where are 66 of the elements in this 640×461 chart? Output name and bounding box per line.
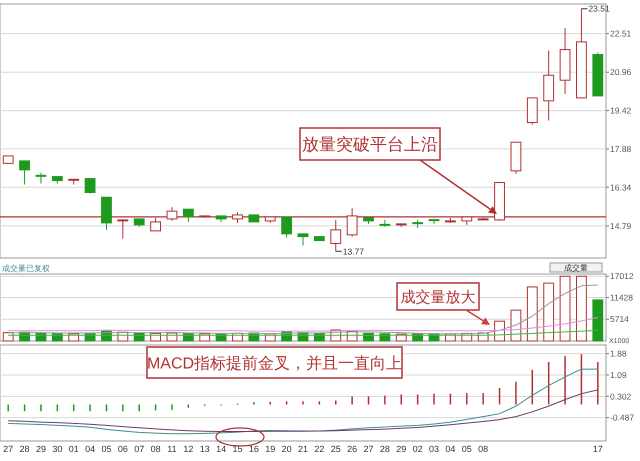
line-series — [8, 284, 598, 334]
candlestick — [182, 208, 194, 222]
y-tick-label: -0.487 — [610, 412, 634, 423]
bar — [560, 276, 570, 342]
bar — [526, 286, 538, 342]
x-tick-label: 30 — [52, 444, 62, 454]
x-tick-label: 06 — [118, 444, 128, 454]
x-tick-label: 13 — [200, 444, 210, 454]
x-tick-label: 27 — [364, 444, 374, 454]
y-tick-label: 0.302 — [610, 391, 632, 402]
x-tick-label: 26 — [347, 444, 358, 454]
x-tick-label: 25 — [330, 444, 341, 454]
annotation: 成交量放大 — [400, 288, 476, 306]
y-tick-label: 16.34 — [610, 182, 632, 192]
x-tick-label: 05 — [101, 444, 112, 454]
candlestick — [117, 219, 128, 240]
candlestick — [84, 178, 96, 194]
x-tick-label: 17 — [592, 444, 603, 454]
x-tick-label: 12 — [183, 444, 194, 454]
x-tick-label: 22 — [314, 444, 324, 454]
text: 成交量 — [564, 264, 588, 272]
x-tick-label: 29 — [36, 444, 46, 454]
x-tick-label: 04 — [85, 444, 96, 454]
chart-title: 成交量已复权 — [2, 264, 50, 273]
y-tick-label: 19.42 — [610, 106, 632, 116]
x-tick-label: 19 — [265, 444, 276, 454]
annotation: MACD指标提前金叉，并且一直向上 — [146, 354, 402, 372]
line-series — [8, 389, 598, 432]
x-tick-label: 03 — [429, 444, 440, 454]
y-tick-label: 17012 — [610, 271, 634, 282]
y-tick-label: 5714 — [610, 314, 630, 324]
y-tick-label: 22.51 — [610, 28, 632, 39]
bar — [576, 276, 587, 342]
x-tick-label: 21 — [298, 444, 308, 454]
bar — [543, 282, 554, 342]
x-tick-label: 05 — [462, 444, 472, 454]
y-tick-label: 1.09 — [610, 370, 627, 380]
candlestick — [36, 172, 46, 184]
y-tick-label: 14.79 — [610, 220, 632, 231]
y-tick-label: 17.88 — [610, 144, 632, 154]
x-tick-label: 28 — [20, 444, 30, 454]
y-tick-label: 1.88 — [610, 348, 627, 359]
annotation: 23.51 — [588, 4, 610, 14]
x-tick-label: 20 — [282, 444, 292, 454]
candlestick — [298, 233, 308, 246]
x-tick-label: 08 — [150, 444, 161, 454]
x-tick-label: 07 — [134, 444, 144, 454]
x-tick-label: 02 — [412, 444, 423, 454]
x-tick-label: 04 — [445, 444, 456, 454]
x-tick-label: 08 — [478, 444, 488, 454]
candlestick — [19, 160, 30, 186]
x-tick-label: 14 — [216, 444, 226, 454]
x-tick-label: 27 — [3, 444, 14, 454]
x-tick-label: 29 — [396, 444, 406, 454]
bar — [592, 299, 604, 342]
candlestick — [330, 219, 342, 252]
y-tick-label: 20.96 — [610, 67, 632, 78]
candlestick — [281, 216, 292, 238]
annotation: 放量突破平台上沿 — [302, 135, 438, 154]
x-tick-label: 11 — [167, 444, 177, 454]
x-tick-label: 16 — [248, 444, 259, 454]
x-tick-label: 01 — [68, 444, 79, 454]
x-tick-label: 28 — [380, 444, 390, 454]
line-series — [8, 316, 598, 332]
annotation: 13.77 — [342, 246, 364, 256]
y-tick-label: 11428 — [610, 292, 634, 302]
